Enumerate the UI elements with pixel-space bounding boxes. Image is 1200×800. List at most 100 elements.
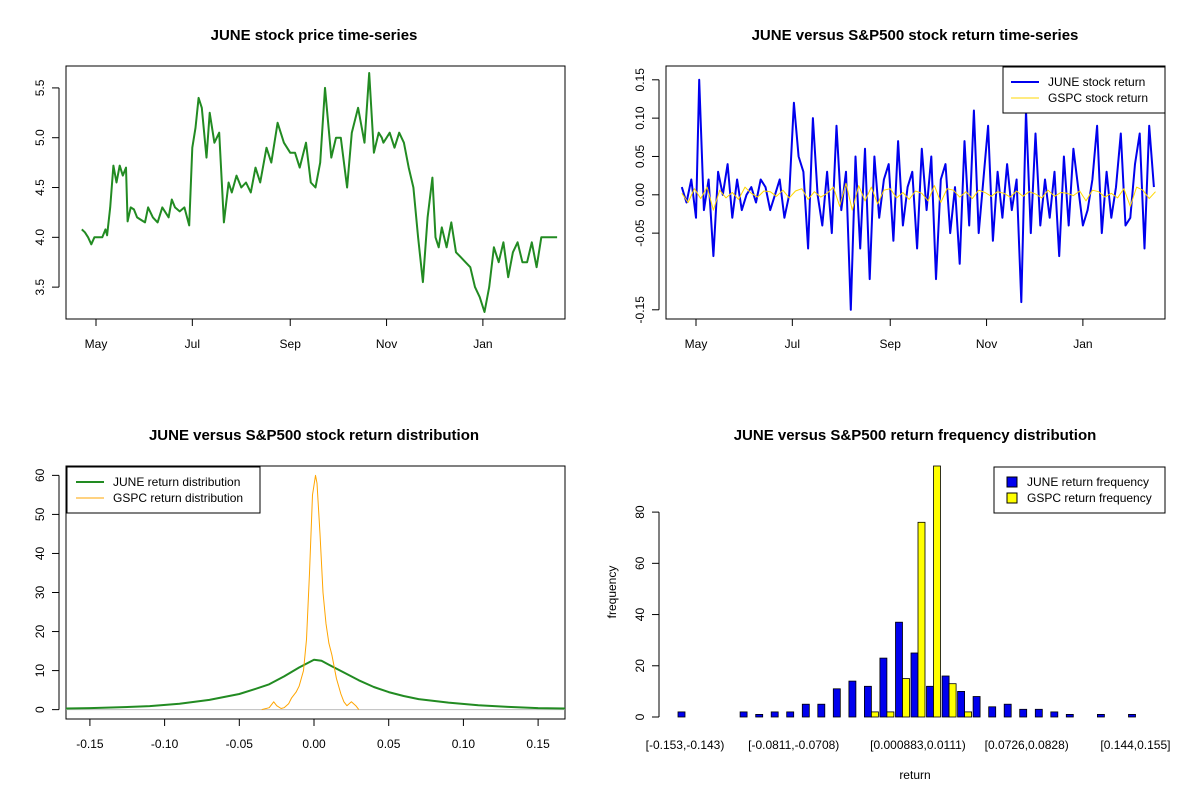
frequency-x-tick-label: [0.0726,0.0828) [985,738,1069,752]
density-x-tick-label: 0.10 [452,737,476,751]
returns-y-tick-label: 0.05 [633,144,647,168]
june-frequency-bar [801,703,810,718]
returns-legend-gspc-label: GSPC stock return [1048,91,1148,105]
price-panel: JUNE stock price time-series May Jul Sep No… [33,27,566,351]
price-plot-frame [65,65,566,320]
density-x-tick-label: -0.10 [151,737,179,751]
frequency-y-axis-label: frequency [605,566,619,619]
returns-chart-title: JUNE versus S&P500 stock return time-ser… [752,27,1079,44]
returns-y-tick-label: 0.15 [633,68,647,92]
returns-x-tick-label: Jan [1073,337,1092,351]
density-y-tick-label: 40 [33,546,47,560]
frequency-bars-group [677,465,1136,718]
price-x-tick-label: May [85,337,108,351]
june-frequency-bar [677,711,686,718]
june-frequency-bar [817,703,826,718]
price-x-tick-label: Sep [280,337,302,351]
price-y-tick-label: 5.0 [33,129,47,146]
frequency-x-axis-label: return [899,768,930,782]
density-series-group [65,474,566,711]
june-frequency-bar [988,706,997,718]
june-frequency-bar [895,621,903,718]
frequency-y-tick-label: 0 [633,713,647,720]
returns-panel: JUNE versus S&P500 stock return time-ser… [633,27,1166,351]
june-frequency-bar [1065,714,1074,718]
frequency-y-tick-label: 60 [633,556,647,570]
june-frequency-bar [1097,714,1105,718]
price-y-tick-label: 5.5 [33,79,47,96]
june-frequency-bar [864,685,872,718]
price-chart-title: JUNE stock price time-series [211,27,418,44]
density-x-tick-label: -0.05 [226,737,254,751]
june-frequency-bar [755,714,764,718]
frequency-x-tick-label: [-0.153,-0.143) [646,738,725,752]
frequency-panel: JUNE versus S&P500 return frequency dist… [605,427,1170,782]
price-x-tick-label: Jul [185,337,200,351]
price-x-axis: May Jul Sep Nov Jan [85,319,493,351]
gspc-frequency-bar [886,711,895,718]
june-frequency-bar [1019,708,1028,718]
gspc-frequency-bar [902,678,910,718]
frequency-legend-june-label: JUNE return frequency [1027,475,1149,489]
frequency-x-tick-label: [0.144,0.155] [1100,738,1170,752]
returns-plot-frame [665,65,1166,320]
returns-x-axis: May Jul Sep Nov Jan [685,319,1093,351]
price-y-tick-label: 4.5 [33,179,47,196]
june-frequency-bar [1034,708,1043,718]
price-y-tick-label: 3.5 [33,278,47,295]
density-y-tick-label: 0 [33,706,47,713]
june-frequency-bar [1128,714,1136,718]
frequency-legend: JUNE return frequency GSPC return freque… [993,466,1166,514]
price-line [81,72,558,313]
june-frequency-bar [941,675,950,718]
price-series-group [81,72,558,313]
june-frequency-bar [1050,711,1059,718]
density-y-tick-label: 60 [33,468,47,482]
gspc-frequency-bar [933,465,941,718]
density-legend-gspc-label: GSPC return distribution [113,491,243,505]
returns-legend-june-label: JUNE stock return [1048,75,1145,89]
returns-x-tick-label: Jul [785,337,800,351]
june-frequency-bar [739,711,748,718]
returns-y-tick-label: 0.10 [633,106,647,130]
price-x-tick-label: Jan [473,337,492,351]
june-frequency-bar [770,711,779,718]
june-frequency-bar [879,657,888,718]
density-y-tick-label: 50 [33,507,47,521]
returns-x-tick-label: Sep [880,337,902,351]
frequency-legend-gspc-swatch [1006,492,1018,504]
june-frequency-bar [926,685,934,718]
price-x-tick-label: Nov [376,337,397,351]
returns-legend-box [1002,66,1166,114]
returns-y-tick-label: 0.00 [633,183,647,207]
frequency-y-axis: 0 20 40 60 80 [633,505,660,720]
returns-x-tick-label: May [685,337,708,351]
density-legend-june-label: JUNE return distribution [113,475,240,489]
density-y-tick-label: 30 [33,586,47,600]
june-frequency-bar [957,691,965,718]
june-frequency-bar [972,696,981,718]
frequency-y-tick-label: 20 [633,659,647,673]
gspc-return-line [681,182,1156,211]
frequency-y-tick-label: 80 [633,505,647,519]
density-y-tick-label: 20 [33,625,47,639]
density-x-axis: -0.15 -0.10 -0.05 0.00 0.05 0.10 0.15 [76,718,550,751]
returns-y-axis: -0.15 -0.05 0.00 0.05 0.10 0.15 [633,68,660,323]
density-x-tick-label: -0.15 [76,737,104,751]
gspc-frequency-bar [917,521,926,718]
gspc-density-line [261,474,360,711]
frequency-x-tick-label: [0.000883,0.0111) [870,738,966,752]
gspc-frequency-bar [871,711,879,718]
frequency-legend-gspc-label: GSPC return frequency [1027,491,1152,505]
density-y-tick-label: 10 [33,664,47,678]
june-density-line [65,658,566,710]
density-legend: JUNE return distribution GSPC return dis… [66,466,261,514]
density-y-axis: 0 10 20 30 40 50 60 [33,468,60,713]
june-frequency-bar [910,652,919,718]
returns-series-group [680,78,1156,311]
price-y-axis: 3.5 4.0 4.5 5.0 5.5 [33,79,60,295]
june-frequency-bar [1003,703,1012,718]
density-x-tick-label: 0.15 [526,737,550,751]
